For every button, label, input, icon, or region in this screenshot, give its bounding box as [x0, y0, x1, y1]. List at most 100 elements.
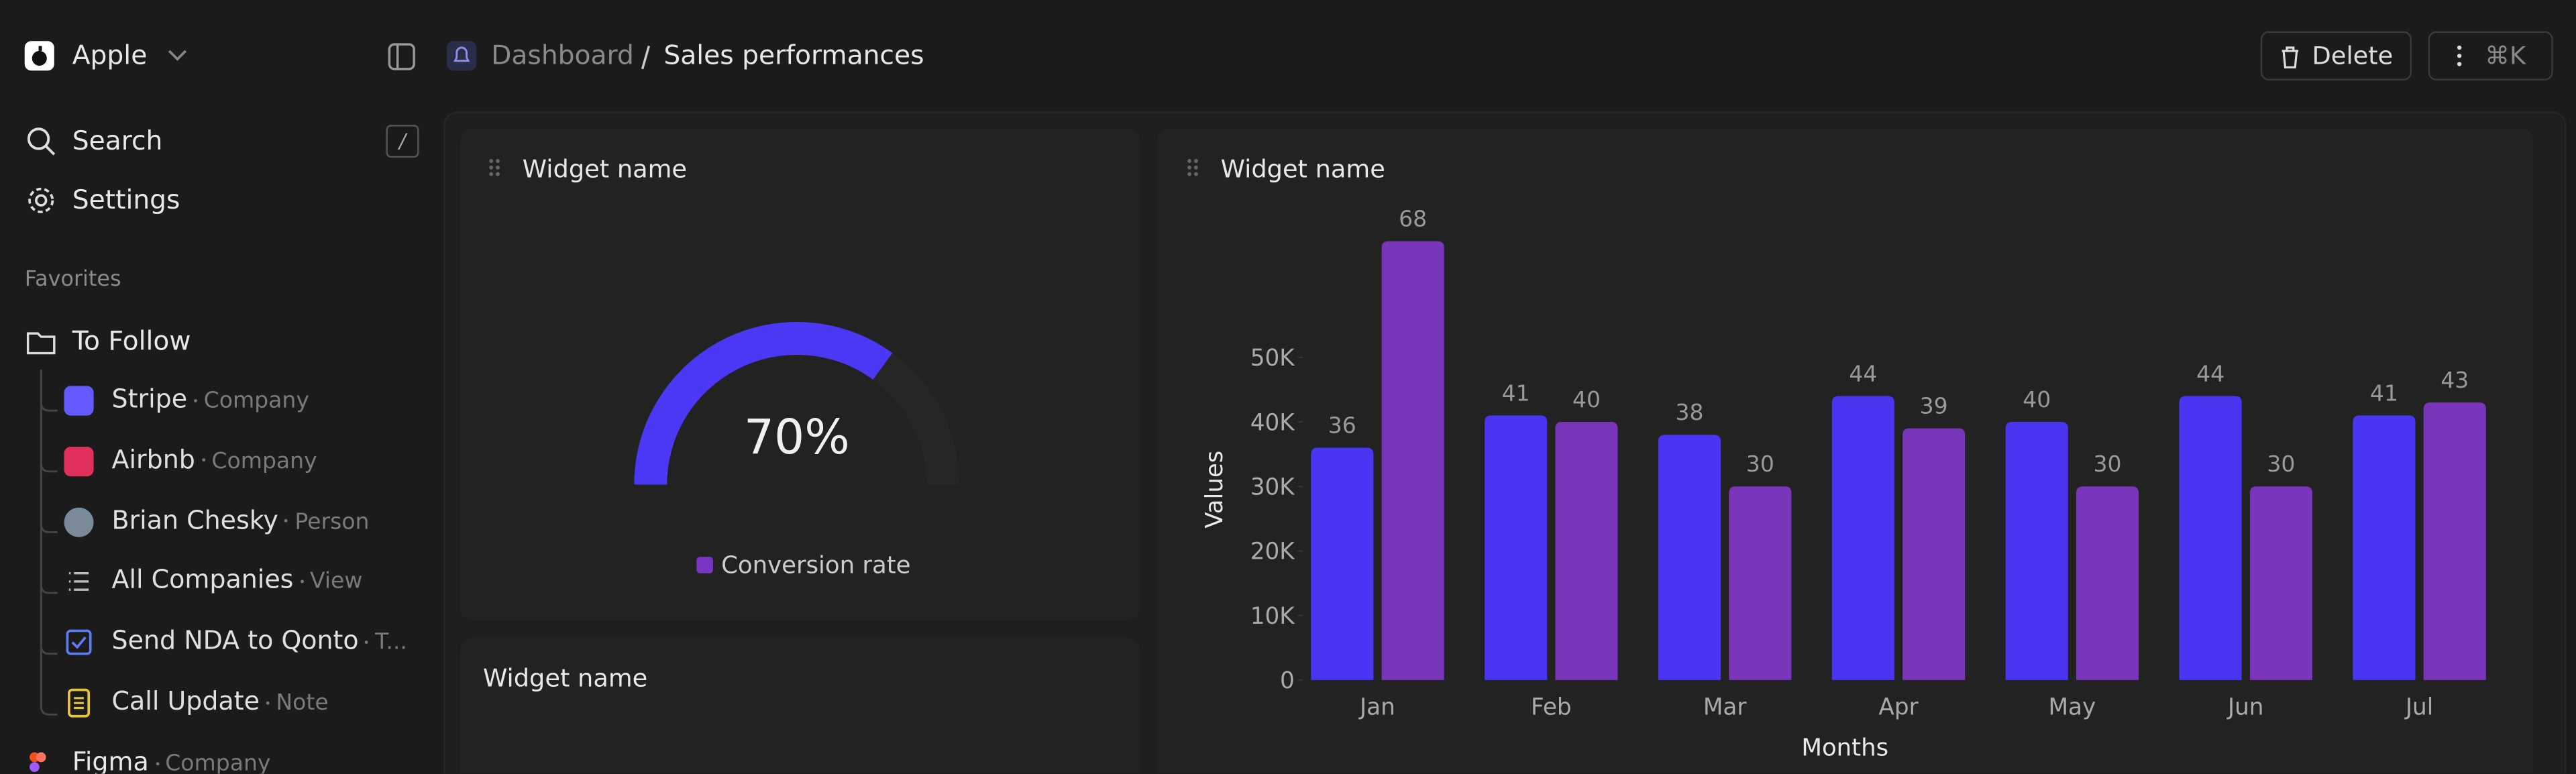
separator-dot [300, 579, 304, 584]
bar [1381, 241, 1444, 680]
bar [2353, 415, 2416, 680]
separator-dot [266, 700, 270, 704]
item-meta: Person [294, 508, 370, 535]
breadcrumb-link[interactable]: Dashboard [491, 39, 634, 71]
next-favorite[interactable]: Figma Company [72, 747, 271, 773]
settings-icon [28, 187, 54, 213]
item-label: All Companies [111, 565, 294, 596]
search-icon [27, 127, 56, 156]
x-tick-label: May [2048, 694, 2096, 720]
item-label: Call Update [111, 686, 260, 716]
item-label: Stripe [111, 384, 188, 414]
folder-label[interactable]: To Follow [72, 325, 191, 357]
chevron[interactable] [168, 48, 187, 64]
item-icon [64, 506, 94, 537]
favorite-item[interactable]: All Companies View [112, 565, 363, 595]
x-tick-label: Feb [1531, 694, 1572, 720]
bar [2423, 402, 2486, 680]
search-shortcut: / [386, 125, 419, 158]
item-meta: Note [276, 689, 329, 716]
x-tick-label: Apr [1878, 694, 1919, 720]
breadcrumb-separator [641, 46, 650, 70]
bar-value-label: 44 [1849, 361, 1877, 387]
item-icon [64, 446, 94, 476]
drag-handle[interactable] [488, 158, 501, 177]
gauge-value: 70% [744, 409, 850, 465]
item-meta: Company [211, 448, 317, 475]
bar [1311, 447, 1374, 680]
bar [1831, 396, 1894, 680]
favorite-item[interactable]: Brian Chesky Person [112, 505, 370, 535]
favorite-item[interactable]: Stripe Company [112, 384, 309, 414]
bar-value-label: 44 [2196, 361, 2224, 387]
legend-swatch [696, 557, 713, 573]
widget-title: Widget name [1220, 154, 1385, 184]
search-label[interactable]: Search [72, 125, 163, 156]
y-tick-label: 0 [1280, 667, 1295, 694]
separator-dot [155, 761, 159, 765]
bar-value-label: 36 [1328, 412, 1356, 438]
widget [460, 128, 1140, 621]
workspace-logo [24, 41, 54, 71]
widget [460, 637, 1140, 774]
bar [1729, 486, 1792, 680]
item-meta: View [309, 569, 363, 596]
bar-value-label: 40 [2023, 386, 2051, 412]
separator-dot [365, 640, 369, 644]
widget-title: Widget name [522, 154, 688, 184]
bar-value-label: 43 [2440, 367, 2469, 393]
widget-title: Widget name [483, 663, 648, 694]
bar [1485, 415, 1548, 680]
delete-button[interactable]: Delete [2260, 31, 2412, 81]
bar [2005, 422, 2068, 680]
gauge-arc [634, 322, 893, 485]
item-icon [64, 688, 94, 718]
bar-value-label: 30 [2267, 451, 2295, 477]
bar-value-label: 39 [1920, 393, 1948, 419]
settings-label[interactable]: Settings [72, 184, 180, 215]
bar-value-label: 40 [1572, 386, 1601, 412]
y-tick-label: 40K [1250, 409, 1296, 436]
sidebar-toggle[interactable] [388, 43, 416, 71]
bar [1658, 435, 1721, 680]
bar-value-label: 38 [1676, 399, 1704, 425]
y-tick-label: 10K [1250, 603, 1296, 630]
favorite-item[interactable]: Airbnb Company [112, 445, 317, 474]
bar [1902, 428, 1966, 680]
favorite-item[interactable]: Send NDA to Qonto T... [112, 626, 407, 656]
item-meta: T... [375, 629, 407, 656]
x-tick-label: Jun [2226, 694, 2264, 720]
menu-button[interactable]: ⌘K [2428, 31, 2553, 81]
x-tick-label: Mar [1703, 694, 1748, 720]
bar-value-label: 41 [2370, 380, 2398, 406]
separator-dot [193, 398, 197, 402]
next-favorite-meta: Company [165, 751, 271, 774]
bar-value-label: 68 [1399, 206, 1427, 232]
bar-value-label: 30 [1746, 451, 1774, 477]
separator-dot [201, 458, 205, 462]
favorite-item[interactable]: Call Update Note [112, 687, 329, 716]
breadcrumb-current: Sales performances [663, 39, 924, 71]
bar [2076, 486, 2139, 680]
item-label: Send NDA to Qonto [111, 626, 359, 656]
drag-handle[interactable] [1186, 158, 1199, 177]
x-tick-label: Jan [1358, 694, 1395, 720]
y-axis-title: Values [1201, 451, 1228, 529]
bell-icon [447, 41, 477, 71]
shortcut-label: ⌘K [2485, 41, 2526, 71]
next-favorite-label: Figma [72, 747, 149, 774]
bar [2179, 396, 2242, 680]
bar [1555, 422, 1618, 680]
x-tick-label: Jul [2404, 694, 2433, 720]
figma-icon [26, 751, 49, 773]
legend-label: Conversion rate [721, 552, 910, 579]
item-icon [64, 386, 94, 416]
tree-lines [40, 370, 58, 716]
workspace-name[interactable]: Apple [72, 39, 148, 71]
item-icon [64, 567, 94, 597]
folder-icon [26, 332, 56, 355]
item-label: Airbnb [111, 445, 195, 475]
item-meta: Company [203, 387, 309, 414]
